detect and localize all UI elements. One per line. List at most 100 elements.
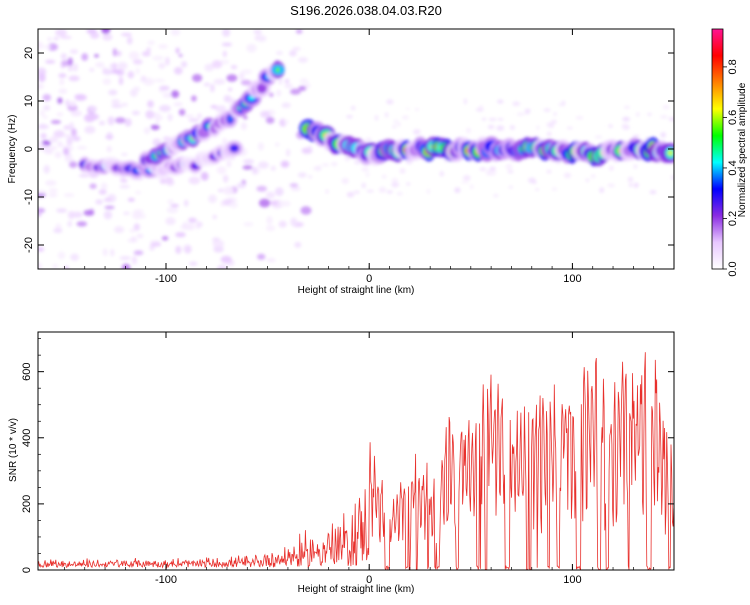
noise-blob [599,187,604,194]
noise-blob [226,74,238,82]
noise-blob [124,118,132,127]
noise-blob [300,206,312,215]
noise-blob [211,60,223,69]
noise-blob [415,107,419,112]
noise-blob [76,221,88,227]
noise-blob [365,172,370,177]
noise-blob [47,43,58,51]
noise-blob [69,161,78,169]
noise-blob [121,263,131,269]
noise-blob [131,255,137,265]
noise-blob [44,149,54,155]
noise-blob [213,78,226,85]
noise-blob [633,164,638,170]
noise-blob [54,151,62,159]
lower-branch-peak [192,163,198,169]
snr-y-tick-label: 600 [21,362,33,380]
noise-blob [670,175,674,180]
noise-blob [507,169,514,174]
snr-series-line [38,352,674,570]
noise-blob [165,56,170,66]
noise-blob [406,107,410,110]
noise-blob [103,197,112,202]
noise-blob [270,165,276,171]
noise-blob [240,122,247,130]
noise-blob [401,115,409,120]
noise-blob [104,205,115,210]
noise-blob [117,61,128,70]
noise-blob [191,95,197,102]
noise-blob [223,186,235,195]
noise-blob [394,119,398,124]
noise-blob [622,116,630,122]
noise-blob [497,118,504,121]
noise-blob [516,112,525,116]
noise-blob [55,29,67,37]
noise-blob [384,112,389,118]
rising-arc-peak [275,67,280,73]
noise-blob [107,116,115,126]
figure-title: S196.2026.038.04.03.R20 [290,3,442,18]
noise-blob [123,211,130,215]
noise-blob [285,148,291,157]
noise-blob [119,184,131,189]
noise-blob [43,164,50,174]
spectrogram-x-tick-label: -100 [155,273,177,285]
noise-blob [461,181,469,184]
noise-blob [331,162,338,167]
snr-x-tick-label: 0 [366,574,372,586]
noise-blob [67,57,73,67]
noise-blob [609,165,614,171]
noise-blob [48,188,58,193]
noise-blob [38,210,42,217]
noise-blob [392,124,397,129]
noise-blob [488,118,497,121]
noise-blob [290,186,301,192]
noise-blob [52,264,58,269]
noise-blob [40,110,45,116]
snr-x-tick-label: -100 [155,574,177,586]
noise-blob [111,99,121,105]
noise-blob [167,199,174,205]
noise-blob [399,168,406,174]
noise-blob [165,217,176,226]
noise-blob [382,174,387,179]
snr-x-tick-label: 100 [563,574,581,586]
spectrogram-x-axis-label: Height of straight line (km) [298,285,415,296]
snr-ticks: -100 0 100 0 200 400 600 [21,332,675,586]
noise-blob [219,59,230,65]
noise-blob [158,62,166,69]
noise-blob [53,37,59,41]
colorbar-tick-label: 0.4 [727,160,739,175]
snr-y-tick-label: 400 [21,429,33,447]
colorbar-label: Normalized spectral amplitude [737,82,748,217]
noise-blob [350,105,356,111]
noise-blob [275,51,283,55]
noise-blob [69,49,79,54]
noise-blob [278,78,283,85]
noise-blob [43,105,51,111]
noise-blob [141,51,151,57]
main-line-peak [667,150,674,156]
noise-blob [147,100,154,108]
colorbar-tick-label: 0.2 [727,211,739,226]
snr-y-tick-label: 0 [21,567,33,573]
noise-blob [98,120,106,126]
noise-blob [38,73,46,83]
noise-blob [120,178,128,183]
noise-blob [204,63,214,72]
noise-blob [98,189,107,195]
noise-blob [361,182,366,189]
noise-blob [298,85,307,91]
noise-blob [195,220,201,230]
noise-blob [188,217,197,223]
noise-blob [463,175,471,181]
spectrogram-y-tick-label: 10 [23,95,35,107]
noise-blob [258,161,269,169]
noise-blob [294,241,302,248]
noise-blob [129,228,136,233]
noise-blob [215,105,227,113]
noise-blob [74,94,87,101]
